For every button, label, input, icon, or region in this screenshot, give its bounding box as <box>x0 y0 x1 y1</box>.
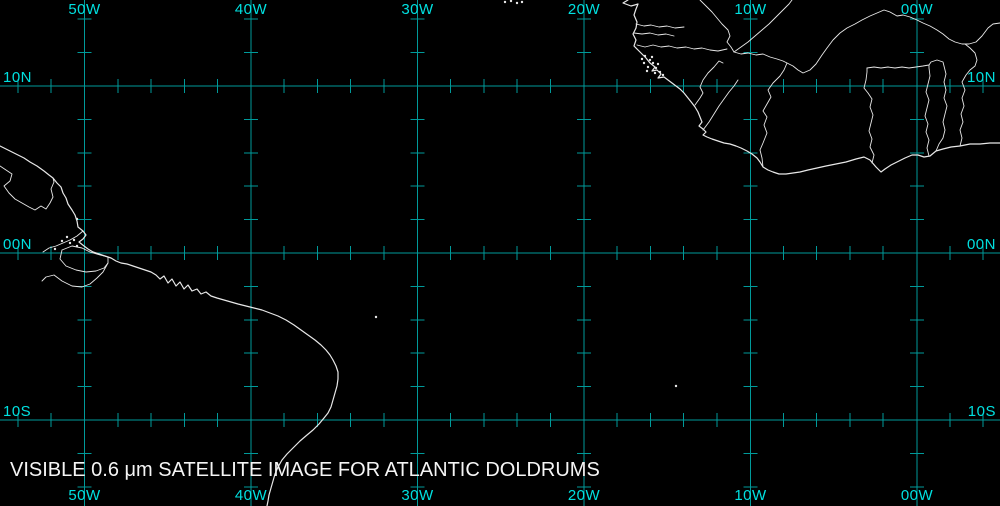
country-border-path <box>694 60 724 106</box>
island-dot <box>75 217 79 221</box>
island-dot <box>509 0 513 3</box>
lon-label-bottom-00W: 00W <box>900 487 934 504</box>
island-dot <box>642 61 646 65</box>
lon-label-top-40W: 40W <box>234 1 268 18</box>
country-border-path <box>959 43 978 147</box>
island-dot <box>75 244 79 248</box>
lon-label-bottom-30W: 30W <box>401 487 434 504</box>
island-dot <box>661 73 665 77</box>
lat-label-right-10S: 10S <box>967 403 996 420</box>
island-dot <box>65 235 69 239</box>
country-border-path <box>866 64 930 69</box>
island-dot <box>656 62 660 66</box>
country-border-path <box>636 44 728 52</box>
island-dot <box>53 247 57 251</box>
island-dot <box>653 71 657 75</box>
lat-label-right-00N: 00N <box>966 236 996 253</box>
island-dot <box>515 1 519 5</box>
island-dot <box>654 66 658 70</box>
island-dot <box>60 239 64 243</box>
country-border-path <box>924 64 931 157</box>
lon-label-bottom-50W: 50W <box>68 487 101 504</box>
image-caption: VISIBLE 0.6 μm SATELLITE IMAGE FOR ATLAN… <box>10 422 600 506</box>
island-dot <box>658 70 662 74</box>
island-dot <box>674 384 678 388</box>
island-dot <box>650 55 654 59</box>
coastline-path <box>0 145 339 506</box>
country-border-path <box>699 0 735 53</box>
lat-label-right-10N: 10N <box>966 69 996 86</box>
country-border-path <box>733 0 793 53</box>
island-dot <box>72 238 76 242</box>
island-dot <box>640 57 644 61</box>
country-border-path <box>759 62 788 168</box>
country-border-path <box>0 165 55 211</box>
country-border-path <box>633 32 675 37</box>
country-border-path <box>59 245 109 273</box>
country-border-path <box>928 59 948 152</box>
lat-label-left-10N: 10N <box>3 69 33 86</box>
island-dot <box>646 65 650 69</box>
island-dot <box>374 315 378 319</box>
lon-label-top-00W: 00W <box>900 1 934 18</box>
lon-label-bottom-40W: 40W <box>234 487 268 504</box>
country-border-path <box>702 79 739 131</box>
lat-label-left-00N: 00N <box>3 236 33 253</box>
country-border-path <box>42 230 84 253</box>
lat-label-left-10S: 10S <box>3 403 32 420</box>
lon-label-top-30W: 30W <box>401 1 434 18</box>
island-dot <box>68 241 72 245</box>
lon-label-bottom-20W: 20W <box>567 487 601 504</box>
country-border-path <box>41 262 109 288</box>
island-dot <box>520 0 524 4</box>
coastline-path <box>622 0 1000 175</box>
island-dot <box>651 61 655 65</box>
country-border-path <box>863 67 875 164</box>
country-border-path <box>733 9 1000 74</box>
island-dot <box>645 69 649 73</box>
island-dot <box>643 54 647 58</box>
caption-title: VISIBLE 0.6 μm SATELLITE IMAGE FOR ATLAN… <box>10 458 600 481</box>
lon-label-bottom-10W: 10W <box>734 487 767 504</box>
lon-label-top-10W: 10W <box>734 1 767 18</box>
island-dot <box>503 0 507 4</box>
lon-label-top-50W: 50W <box>68 1 101 18</box>
country-border-path <box>635 23 685 29</box>
lon-label-top-20W: 20W <box>567 1 601 18</box>
island-dot <box>648 58 652 62</box>
